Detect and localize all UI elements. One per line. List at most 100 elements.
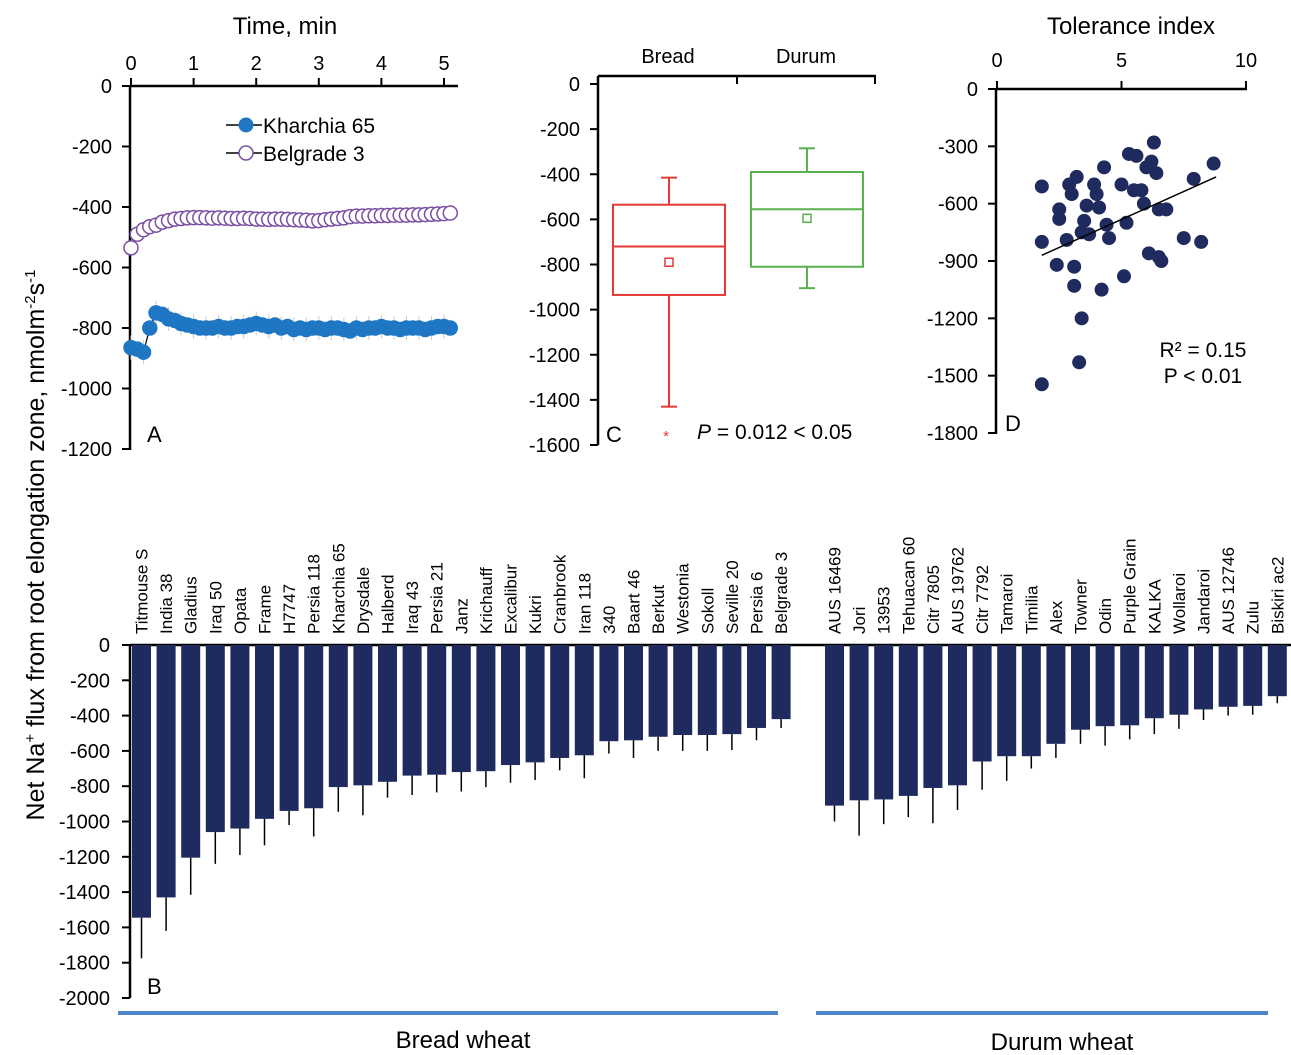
category-label: Kukri — [526, 595, 545, 634]
panel-b-label: B — [147, 974, 162, 999]
panel-a-label: A — [147, 422, 162, 447]
scatter-point — [1146, 135, 1161, 150]
category-label: Persia 21 — [428, 562, 447, 634]
panel-d-p: P < 0.01 — [1164, 365, 1242, 388]
legend-kharchia-label: Kharchia 65 — [263, 115, 375, 138]
category-label: Zulu — [1244, 601, 1263, 634]
category-label: Belgrade 3 — [772, 552, 791, 634]
y-tick-label: -1600 — [529, 435, 580, 457]
y-tick-label: -1600 — [59, 917, 110, 939]
panel-b-category-labels: Titmouse S India 38 Gladius Iraq 50 Opata Fra… — [133, 537, 1288, 634]
bar — [255, 645, 274, 819]
scatter-point — [1092, 200, 1107, 215]
y-tick-label: -400 — [540, 164, 580, 186]
data-point — [135, 344, 152, 360]
scatter-point — [1134, 183, 1149, 198]
bar — [181, 645, 201, 858]
bar — [1169, 645, 1189, 715]
panel-b: 0 -200 -400 -600 -800 -1000 -1200 -1400 -1600 -18… — [59, 537, 1291, 1055]
category-label: Tehuacan 60 — [899, 537, 918, 634]
bread-group-label: Bread wheat — [396, 1027, 531, 1054]
y-tick-label: -800 — [540, 255, 580, 277]
data-point — [123, 240, 139, 256]
bar — [648, 645, 668, 737]
category-label: Biskiri ac2 — [1268, 557, 1287, 634]
panel-d-x-ticks: 0 5 10 — [991, 50, 1257, 89]
y-tick-label: -1200 — [529, 345, 580, 367]
bar — [427, 645, 447, 775]
bar — [1120, 645, 1140, 726]
scatter-point — [1159, 202, 1174, 217]
bar — [353, 645, 373, 786]
panel-a-axes — [128, 84, 458, 450]
category-label: Alex — [1047, 600, 1066, 634]
y-tick-label: -200 — [70, 670, 110, 692]
category-label: Gladius — [182, 576, 201, 634]
category-label: AUS 19762 — [949, 547, 968, 634]
panel-c-plot — [612, 147, 864, 408]
panel-c-p-symbol: P — [697, 421, 711, 444]
bar — [1194, 645, 1213, 710]
x-tick-label: 5 — [1116, 50, 1127, 72]
panel-d-xlabel: Tolerance index — [1047, 13, 1215, 40]
category-label: Drysdale — [354, 567, 373, 634]
category-label: Halberd — [379, 574, 398, 634]
bar — [771, 645, 791, 720]
bar — [624, 645, 643, 741]
y-tick-label: -200 — [72, 137, 112, 159]
y-tick-label: -1400 — [59, 882, 110, 904]
category-label: Opata — [231, 587, 250, 634]
scatter-point — [1064, 187, 1079, 202]
y-axis-label: Net Na+ flux from root elongation zone, … — [22, 270, 50, 821]
panel-c: Bread Durum 0 -200 -400 -600 -800 -1000 -1200 -… — [529, 46, 876, 457]
category-label: Jandaroi — [1195, 569, 1214, 634]
scatter-point — [1079, 198, 1094, 213]
y-tick-label: -1000 — [61, 379, 112, 401]
ylabel-sup: + — [22, 734, 39, 743]
category-label: Westonia — [674, 563, 693, 634]
bar — [1046, 645, 1066, 744]
scatter-point — [1114, 177, 1129, 192]
data-point — [442, 205, 459, 221]
bar — [673, 645, 693, 736]
y-tick-label: -200 — [540, 119, 580, 141]
category-label: Timilia — [1022, 585, 1041, 634]
bar — [328, 645, 348, 788]
y-tick-label: -2000 — [59, 988, 110, 1010]
bar — [501, 645, 520, 766]
scatter-point — [1129, 148, 1144, 163]
scatter-point — [1049, 257, 1064, 272]
bar — [747, 645, 766, 728]
x-tick-label: 10 — [1235, 50, 1257, 72]
scatter-point — [1034, 377, 1049, 392]
bar — [697, 645, 717, 736]
category-label: India 38 — [157, 574, 176, 635]
bar — [874, 645, 894, 800]
category-label: Iran 118 — [575, 573, 594, 634]
scatter-point — [1154, 254, 1169, 268]
bar — [849, 645, 869, 801]
legend-belgrade-marker — [238, 145, 254, 161]
y-tick-label: -900 — [938, 251, 978, 273]
panel-d: Tolerance index 0 5 10 0 -300 -600 -900 -1200 -… — [927, 13, 1257, 445]
y-tick-label: -1000 — [529, 300, 580, 322]
category-label: Odin — [1096, 598, 1115, 634]
bar — [304, 645, 324, 809]
y-tick-label: -600 — [938, 194, 978, 216]
y-tick-label: -1400 — [529, 390, 580, 412]
panel-a-plot — [123, 205, 459, 365]
category-label: Berkut — [649, 585, 668, 634]
panel-a: Time, min 0 1 2 3 4 5 0 -200 -400 -600 -800 -1000 -… — [61, 13, 459, 461]
panel-c-category-bread: Bread — [641, 46, 694, 68]
category-label: H7747 — [280, 584, 299, 634]
category-label: Titmouse S — [133, 549, 152, 634]
panel-a-legend: Kharchia 65 Belgrade 3 — [226, 115, 375, 166]
category-label: Purple Grain — [1121, 539, 1140, 634]
y-tick-label: -400 — [70, 706, 110, 728]
scatter-point — [1089, 187, 1104, 202]
bar — [378, 645, 397, 782]
y-tick-label: -800 — [72, 318, 112, 340]
bar — [923, 645, 943, 788]
ylabel-s: s — [22, 283, 50, 296]
